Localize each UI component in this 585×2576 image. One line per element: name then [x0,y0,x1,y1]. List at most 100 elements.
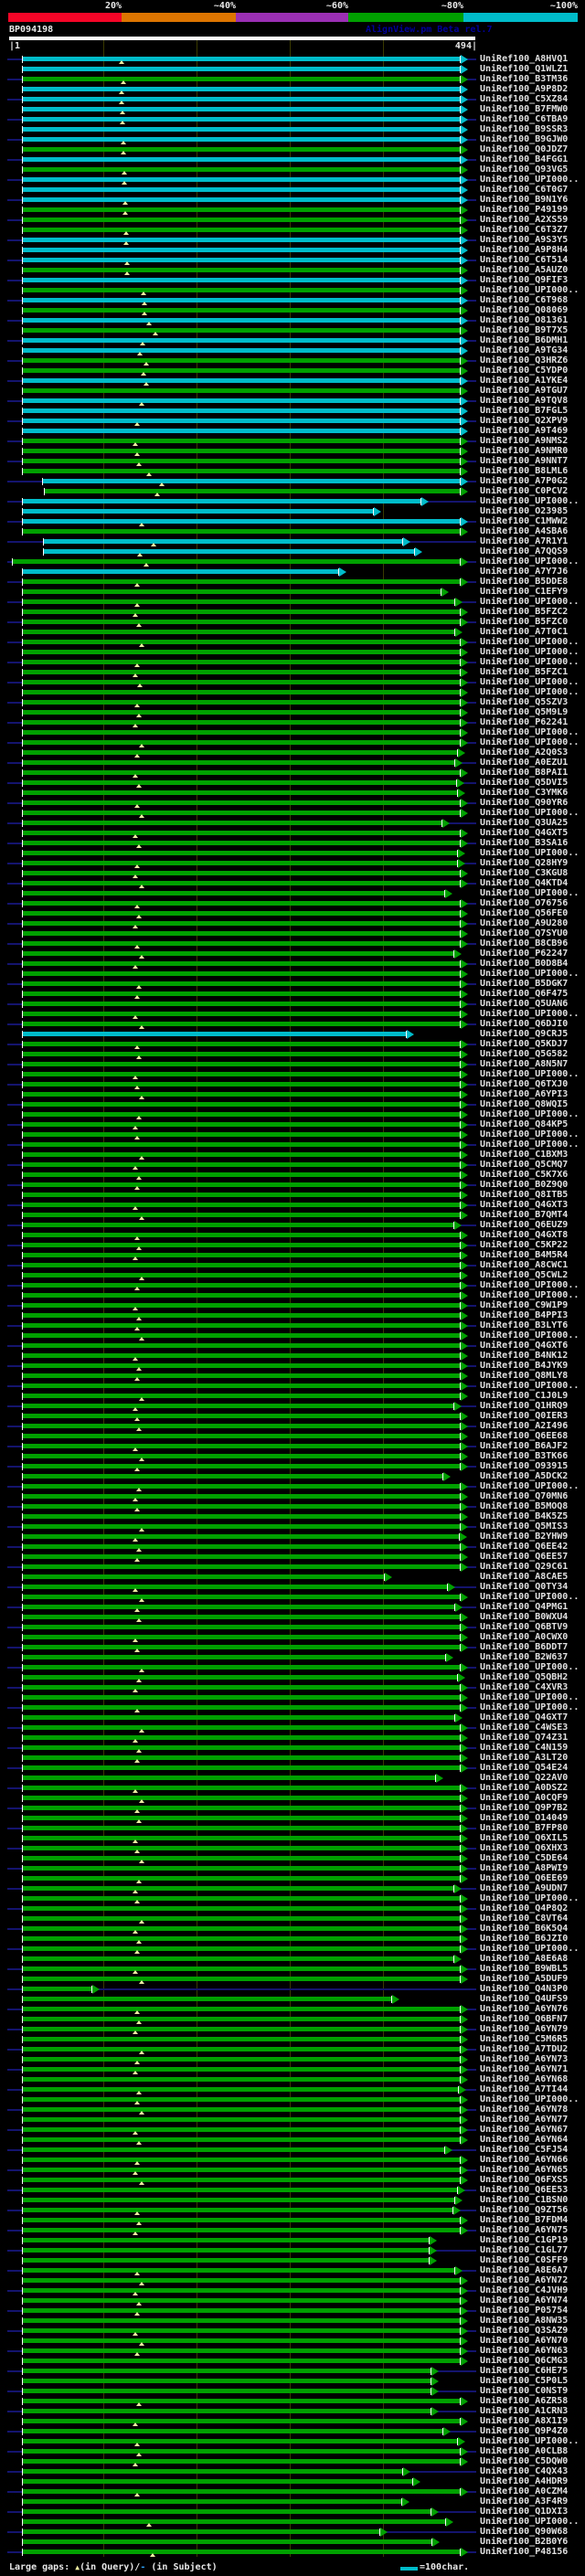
hit-bar[interactable] [22,1544,460,1549]
hit-label[interactable]: UniRef100_UPI000.. [480,1944,580,1954]
hit-bar[interactable] [44,489,460,493]
hit-label[interactable]: UniRef100_B9SSR3 [480,124,569,134]
hit-bar[interactable] [22,1876,460,1881]
hit-label[interactable]: UniRef100_B6K5Q4 [480,1924,569,1934]
hit-bar[interactable] [22,1645,460,1649]
hit-bar[interactable] [22,1253,460,1257]
hit-bar[interactable] [22,640,460,644]
hit-bar[interactable] [22,800,460,805]
hit-label[interactable]: UniRef100_Q5UAN6 [480,999,569,1009]
hit-bar[interactable] [22,911,460,916]
hit-label[interactable]: UniRef100_A6YN78 [480,2104,569,2115]
hit-bar[interactable] [22,2459,460,2464]
hit-bar[interactable] [22,2268,454,2273]
hit-label[interactable]: UniRef100_UPI000.. [480,737,580,747]
hit-bar[interactable] [22,1997,391,2001]
hit-label[interactable]: UniRef100_C5FJ54 [480,2145,569,2155]
hit-bar[interactable] [22,1283,460,1288]
hit-bar[interactable] [22,459,460,463]
hit-bar[interactable] [22,760,454,765]
hit-bar[interactable] [22,1796,460,1800]
hit-label[interactable]: UniRef100_Q9FIF3 [480,275,569,285]
hit-bar[interactable] [22,1333,460,1338]
hit-label[interactable]: UniRef100_Q5QBH2 [480,1672,569,1682]
hit-bar[interactable] [22,187,460,192]
hit-bar[interactable] [22,1886,453,1891]
hit-label[interactable]: UniRef100_UPI000.. [480,1140,580,1150]
hit-bar[interactable] [22,740,460,745]
hit-bar[interactable] [22,1856,460,1860]
hit-bar[interactable] [22,2168,460,2172]
hit-bar[interactable] [22,2017,460,2021]
hit-bar[interactable] [22,2469,402,2474]
hit-bar[interactable] [22,519,460,524]
hit-label[interactable]: UniRef100_Q4PMG1 [480,1602,569,1612]
hit-label[interactable]: UniRef100_UPI000.. [480,1592,580,1602]
hit-bar[interactable] [22,1866,460,1871]
hit-label[interactable]: UniRef100_O76756 [480,898,569,908]
hit-bar[interactable] [22,871,460,875]
hit-label[interactable]: UniRef100_A6YN67 [480,2125,569,2135]
hit-label[interactable]: UniRef100_A3LT20 [480,1753,569,1763]
hit-label[interactable]: UniRef100_UPI000.. [480,687,580,697]
hit-bar[interactable] [22,1172,460,1177]
hit-label[interactable]: UniRef100_Q6TXJ0 [480,1079,569,1089]
hit-label[interactable]: UniRef100_A8N5N7 [480,1059,569,1069]
hit-bar[interactable] [22,2218,460,2222]
hit-label[interactable]: UniRef100_A6YN76 [480,2004,569,2014]
hit-label[interactable]: UniRef100_UPI000.. [480,557,580,567]
hit-label[interactable]: UniRef100_C4XVR3 [480,1682,569,1692]
hit-label[interactable]: UniRef100_A8NW35 [480,2316,569,2326]
hit-label[interactable]: UniRef100_A2Q0S3 [480,747,569,758]
hit-bar[interactable] [22,1484,460,1489]
hit-bar[interactable] [22,2509,431,2514]
hit-label[interactable]: UniRef100_UPI000.. [480,2517,580,2527]
hit-bar[interactable] [22,831,460,835]
hit-bar[interactable] [22,97,460,101]
hit-bar[interactable] [22,2258,429,2263]
hit-bar[interactable] [22,2178,460,2182]
hit-bar[interactable] [22,901,460,906]
hit-bar[interactable] [22,2067,460,2072]
hit-bar[interactable] [22,197,460,202]
hit-label[interactable]: UniRef100_B4FGG1 [480,154,569,164]
hit-label[interactable]: UniRef100_A9NMS2 [480,436,569,446]
hit-label[interactable]: UniRef100_UPI000.. [480,285,580,295]
hit-label[interactable]: UniRef100_Q4GXT8 [480,1230,569,1240]
hit-label[interactable]: UniRef100_Q6BTV9 [480,1622,569,1632]
hit-bar[interactable] [22,137,460,142]
hit-label[interactable]: UniRef100_B9WBL5 [480,1964,569,1974]
hit-bar[interactable] [22,2278,460,2283]
hit-bar[interactable] [22,1906,460,1911]
hit-label[interactable]: UniRef100_UPI000.. [480,657,580,667]
hit-label[interactable]: UniRef100_UPI000.. [480,727,580,737]
hit-label[interactable]: UniRef100_B5DDE8 [480,577,569,587]
hit-bar[interactable] [22,308,460,313]
hit-bar[interactable] [22,1243,460,1247]
hit-label[interactable]: UniRef100_B4M5R4 [480,1250,569,1260]
hit-label[interactable]: UniRef100_Q6XHX3 [480,1843,569,1853]
hit-bar[interactable] [22,1022,460,1026]
hit-label[interactable]: UniRef100_A6YN66 [480,2155,569,2165]
hit-label[interactable]: UniRef100_O23985 [480,506,569,516]
hit-label[interactable]: UniRef100_C0SFF9 [480,2255,569,2265]
hit-label[interactable]: UniRef100_B2W637 [480,1652,569,1662]
hit-bar[interactable] [22,248,460,252]
hit-bar[interactable] [22,268,460,272]
hit-label[interactable]: UniRef100_A5AUZ0 [480,265,569,275]
hit-bar[interactable] [22,2228,460,2232]
hit-bar[interactable] [22,2369,431,2373]
hit-bar[interactable] [22,2379,431,2383]
hit-bar[interactable] [22,1524,460,1529]
hit-bar[interactable] [22,1273,460,1277]
hit-bar[interactable] [22,1725,460,1730]
hit-label[interactable]: UniRef100_Q9CRJ5 [480,1029,569,1039]
hit-bar[interactable] [22,2097,460,2102]
hit-label[interactable]: UniRef100_O81361 [480,315,569,325]
hit-label[interactable]: UniRef100_A6YN70 [480,2336,569,2346]
hit-label[interactable]: UniRef100_A8E6A7 [480,2265,569,2275]
hit-label[interactable]: UniRef100_Q84KP5 [480,1119,569,1129]
hit-bar[interactable] [22,439,460,443]
hit-label[interactable]: UniRef100_UPI000.. [480,1702,580,1712]
hit-label[interactable]: UniRef100_C6T0G7 [480,185,569,195]
